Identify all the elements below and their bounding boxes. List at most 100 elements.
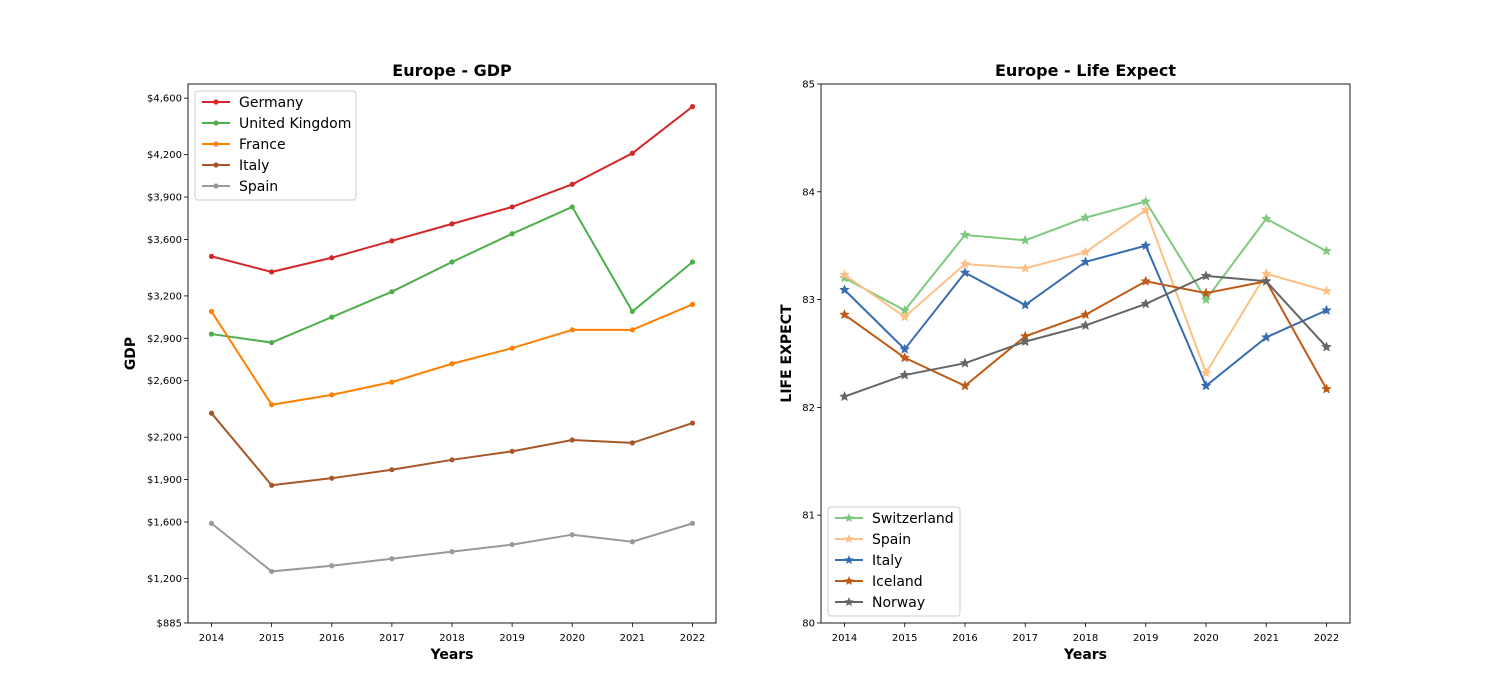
data-point [449, 221, 455, 227]
data-point [1019, 234, 1031, 245]
legend-entry: Italy [835, 553, 902, 569]
data-point [839, 284, 850, 295]
data-point [208, 331, 215, 337]
legend-marker [844, 534, 854, 544]
series-italy [839, 240, 1332, 391]
x-tick-label: 2020 [1193, 633, 1218, 644]
data-point [389, 238, 395, 244]
y-tick-label: $1,200 [147, 574, 182, 585]
y-tick-label: $2,200 [147, 433, 182, 444]
data-point [389, 556, 395, 562]
data-point [1200, 367, 1212, 378]
y-tick-label: $885 [157, 619, 182, 630]
legend-label: Germany [239, 95, 303, 111]
y-axis-label: GDP [123, 337, 139, 370]
y-tick-label: $1,900 [147, 475, 182, 486]
data-point [1321, 285, 1332, 296]
series-norway [839, 270, 1332, 402]
data-point [449, 549, 455, 555]
data-point [839, 309, 850, 320]
data-point [449, 361, 455, 367]
x-tick-label: 2021 [1254, 633, 1279, 644]
y-tick-label: $3,600 [147, 235, 182, 246]
series-spain [839, 204, 1332, 378]
legend-entry: Italy [202, 158, 269, 174]
y-tick-label: 80 [802, 619, 815, 630]
data-point [689, 259, 696, 265]
data-point [1200, 380, 1212, 391]
data-point [689, 420, 696, 426]
data-point [629, 327, 635, 333]
y-tick-label: 85 [802, 80, 815, 91]
x-tick-label: 2016 [319, 633, 344, 644]
y-tick-label: 82 [802, 403, 815, 414]
data-point [329, 563, 335, 569]
series-italy [208, 410, 696, 488]
x-tick-label: 2018 [439, 633, 464, 644]
data-point [959, 266, 971, 278]
data-point [509, 541, 515, 548]
data-point [1260, 213, 1272, 224]
series-germany [208, 104, 696, 275]
y-tick-label: $4,600 [147, 94, 182, 105]
y-tick-label: 84 [802, 187, 815, 198]
series-united-kingdom [208, 204, 696, 346]
legend-label: Norway [872, 595, 925, 611]
data-point [1140, 195, 1152, 207]
data-point [389, 467, 395, 473]
x-tick-label: 2018 [1073, 633, 1098, 644]
x-tick-label: 2017 [1013, 633, 1038, 644]
data-point [329, 392, 335, 398]
data-point [329, 314, 335, 320]
legend-label: Italy [872, 553, 902, 569]
legend-marker [844, 576, 854, 586]
legend-label: France [239, 137, 286, 153]
series-france [208, 301, 696, 408]
x-tick-label: 2014 [199, 633, 224, 644]
data-point [689, 301, 696, 308]
legend: Switzerland Spain Italy Iceland Norway [827, 506, 961, 617]
data-point [1140, 298, 1152, 309]
data-point [389, 379, 395, 385]
data-point [208, 520, 215, 526]
legend-marker [213, 99, 219, 105]
y-tick-label: $1,600 [147, 517, 182, 528]
data-point [1140, 275, 1152, 286]
data-point [1200, 287, 1212, 298]
x-tick-label: 2014 [832, 633, 857, 644]
y-tick-label: $4,200 [147, 150, 182, 161]
data-point [1019, 262, 1031, 273]
data-point [1321, 304, 1332, 315]
data-point [959, 258, 971, 269]
series-switzerland [839, 195, 1332, 315]
y-axis-label: LIFE EXPECT [779, 304, 795, 403]
data-point [1260, 331, 1272, 342]
data-point [449, 259, 455, 265]
data-point [208, 253, 215, 259]
data-point [569, 532, 575, 538]
data-point [1200, 270, 1212, 281]
data-point [629, 150, 635, 156]
data-point [1200, 293, 1212, 305]
legend-entry: United Kingdom [202, 116, 351, 132]
data-point [569, 204, 575, 210]
legend-label: United Kingdom [239, 116, 351, 132]
data-point [1140, 240, 1152, 251]
legend-marker [213, 183, 219, 189]
legend-marker [844, 597, 854, 607]
y-tick-label: $2,600 [147, 376, 182, 387]
data-point [899, 369, 911, 380]
x-tick-label: 2019 [499, 633, 524, 644]
data-point [329, 255, 335, 261]
x-tick-label: 2021 [620, 633, 645, 644]
y-tick-label: $3,900 [147, 193, 182, 204]
data-point [509, 231, 515, 237]
data-point [509, 204, 515, 210]
data-point [1080, 246, 1091, 257]
data-point [959, 357, 971, 368]
legend-entry: France [202, 137, 286, 153]
data-point [509, 448, 515, 454]
chart-title: Europe - GDP [392, 61, 512, 80]
